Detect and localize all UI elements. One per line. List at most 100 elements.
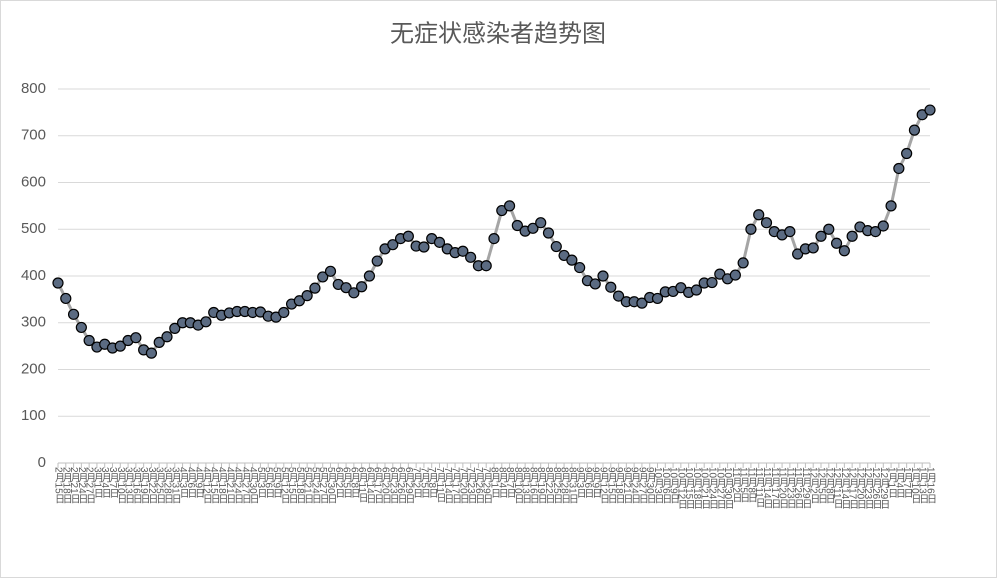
point (589, 278, 601, 290)
x-tick-label: 4月30日 (247, 467, 259, 504)
x-tick-label: 12月8日 (823, 467, 835, 504)
point (293, 295, 305, 307)
x-tick-label: 12月5日 (816, 467, 828, 504)
point (75, 321, 87, 334)
point (636, 297, 648, 309)
x-tick-label: 9月15日 (605, 467, 617, 504)
point (317, 271, 329, 283)
x-tick-label: 4月27日 (239, 467, 251, 504)
point (371, 255, 383, 267)
x-tick-label: 7月11日 (434, 467, 446, 503)
x-tick-label: 9月21日 (621, 467, 633, 504)
x-tick-label: 11月8日 (745, 467, 757, 503)
point (753, 209, 765, 221)
x-tick-label: 6月26日 (395, 467, 407, 504)
x-tick-label: 5月12日 (278, 467, 290, 504)
point (402, 230, 414, 242)
x-tick-label: 7月14日 (442, 467, 454, 504)
point (161, 331, 173, 343)
x-tick-label: 9月30日 (644, 467, 656, 504)
x-tick-label: 10月21日 (699, 467, 711, 509)
point (792, 248, 804, 260)
x-tick-label: 12月14日 (839, 467, 851, 509)
x-tick-label: 6月11日 (356, 467, 368, 503)
x-tick-label: 10月24日 (707, 467, 719, 509)
point (566, 254, 578, 266)
x-tick-label: 9月6日 (582, 467, 594, 498)
x-tick-label: 3月7日 (107, 467, 119, 498)
x-tick-label: 11月2日 (730, 467, 742, 503)
x-tick-label: 8月22日 (543, 467, 555, 504)
y-tick-label: 400 (21, 267, 46, 284)
x-tick-label: 4月9日 (193, 467, 205, 498)
x-tick-label: 9月24日 (629, 467, 641, 504)
x-tick-label: 3月25日 (154, 467, 166, 504)
x-tick-label: 3月22日 (146, 467, 158, 504)
point (130, 332, 142, 344)
x-tick-label: 3月28日 (162, 467, 174, 504)
x-tick-label: 12月20日 (854, 467, 866, 509)
x-tick-label: 10月3日 (652, 467, 664, 504)
point (729, 269, 741, 281)
x-tick-label: 12月11日 (831, 467, 843, 509)
point (830, 237, 843, 249)
x-tick-label: 6月20日 (380, 467, 392, 504)
x-tick-label: 6月8日 (348, 467, 360, 498)
point (488, 233, 500, 245)
x-tick-label: 9月9日 (590, 467, 602, 498)
y-tick-label: 800 (21, 80, 46, 97)
point (83, 334, 95, 347)
point (301, 290, 313, 302)
point (893, 162, 905, 175)
x-tick-label: 2月18日 (60, 467, 72, 504)
point (807, 242, 819, 254)
x-tick-label: 8月28日 (559, 467, 571, 504)
x-tick-label: 4月21日 (224, 467, 236, 504)
x-tick-label: 1月7日 (901, 467, 913, 498)
x-tick-label: 4月18日 (216, 467, 228, 504)
point (784, 225, 796, 238)
x-tick-label: 5月6日 (263, 467, 275, 498)
x-tick-label: 8月7日 (504, 467, 516, 498)
x-tick-label: 10月9日 (668, 467, 680, 504)
x-tick-label: 12月26日 (870, 467, 882, 509)
x-tick-label: 8月1日 (489, 467, 501, 498)
x-tick-label: 3月16日 (130, 467, 142, 504)
point (169, 322, 181, 334)
point (838, 245, 850, 257)
x-tick-label: 7月29日 (481, 467, 493, 504)
y-tick-label: 300 (21, 314, 46, 331)
x-tick-label: 9月18日 (613, 467, 625, 504)
point (760, 217, 773, 229)
x-tick-label: 4月6日 (185, 467, 197, 498)
point (690, 284, 703, 296)
y-tick-label: 100 (21, 407, 46, 424)
x-tick-label: 4月12日 (200, 467, 212, 504)
x-tick-label: 6月5日 (341, 467, 353, 498)
x-tick-label: 2月15日 (53, 467, 65, 504)
x-tick-label: 3月19日 (138, 467, 150, 504)
point (745, 223, 757, 235)
point (309, 282, 321, 294)
x-tick-label: 6月14日 (364, 467, 376, 504)
x-tick-label: 5月3日 (255, 467, 267, 498)
x-tick-label: 9月12日 (598, 467, 610, 504)
x-tick-label: 7月23日 (465, 467, 477, 504)
x-tick-label: 8月10日 (512, 467, 524, 504)
x-tick-label: 11月23日 (784, 467, 796, 509)
point (924, 104, 936, 116)
x-tick-label: 11月14日 (761, 467, 773, 509)
point (52, 277, 64, 289)
x-tick-label: 12月2日 (808, 467, 820, 504)
point (885, 200, 897, 212)
point (901, 147, 913, 160)
x-tick-label: 8月13日 (520, 467, 532, 504)
x-tick-label: 11月20日 (777, 467, 789, 509)
point (823, 223, 835, 235)
x-tick-label: 6月23日 (387, 467, 399, 504)
x-tick-label: 5月24日 (309, 467, 321, 504)
point (651, 292, 664, 305)
y-tick-label: 0 (38, 454, 46, 471)
